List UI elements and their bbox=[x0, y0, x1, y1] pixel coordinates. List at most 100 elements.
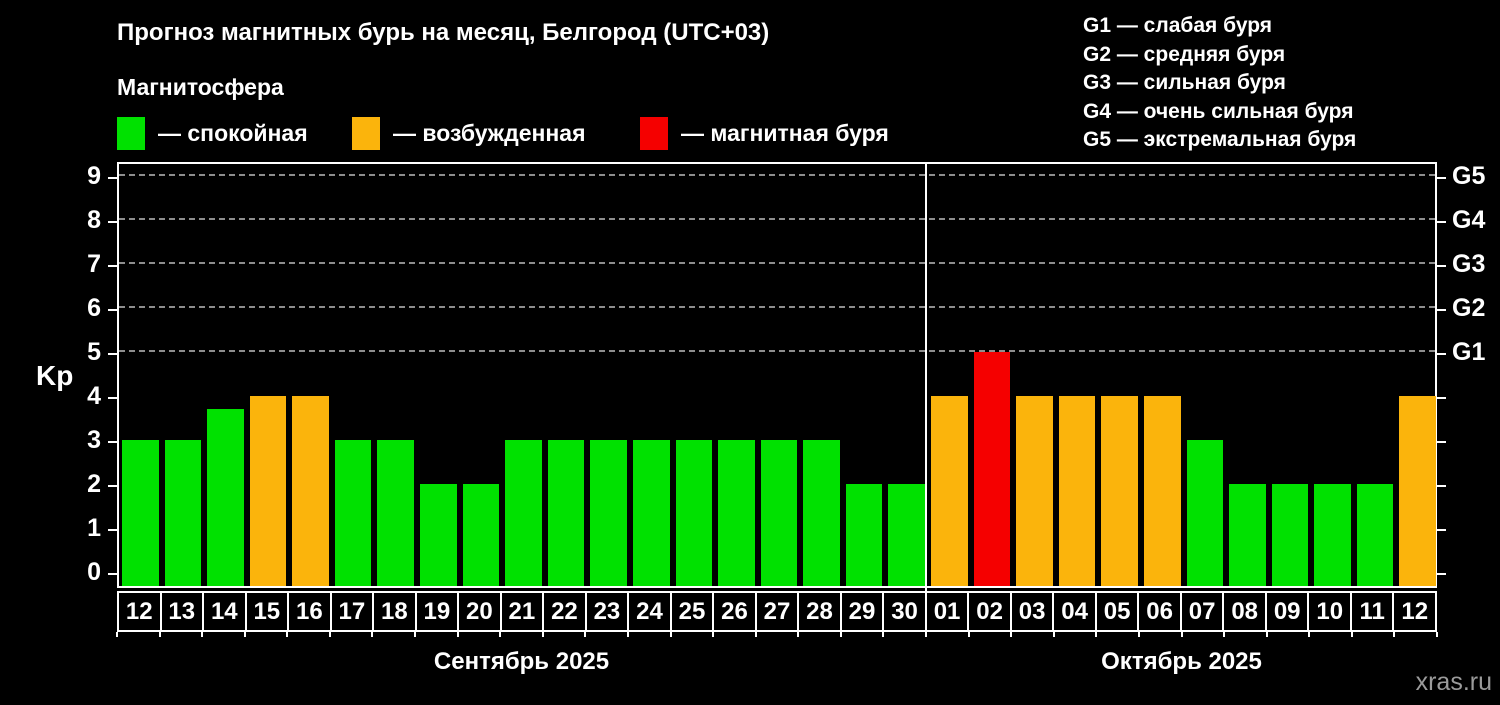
kp-bar-day-11 bbox=[1356, 484, 1394, 586]
y-tick-left-1 bbox=[108, 529, 117, 531]
kp-bar-day-14 bbox=[207, 409, 244, 586]
day-boundary-tick bbox=[328, 632, 331, 637]
kp-bar-day-06 bbox=[1143, 396, 1181, 586]
y-tick-right-8 bbox=[1437, 221, 1446, 223]
month-separator-line bbox=[925, 162, 928, 632]
kp-bar-day-16 bbox=[292, 396, 329, 586]
day-cell-18: 18 bbox=[374, 593, 417, 630]
y-tick-label-4: 4 bbox=[87, 382, 101, 410]
day-boundary-tick bbox=[584, 632, 587, 637]
kp-bar-day-25 bbox=[675, 440, 713, 586]
day-cell-23: 23 bbox=[587, 593, 630, 630]
day-cell-17: 17 bbox=[332, 593, 375, 630]
g-legend-line: G4 — очень сильная буря bbox=[1083, 99, 1354, 123]
y-tick-label-6: 6 bbox=[87, 294, 101, 322]
g-legend-line: G3 — сильная буря bbox=[1083, 71, 1286, 94]
right-axis-label-g5: G5 bbox=[1452, 162, 1486, 190]
day-boundary-tick bbox=[158, 632, 161, 637]
legend-item-storm: — магнитная буря bbox=[640, 115, 889, 151]
right-axis-label-g1: G1 bbox=[1452, 338, 1486, 366]
day-cell-10: 10 bbox=[1309, 593, 1352, 630]
day-cell-12: 12 bbox=[119, 593, 162, 630]
kp-bar-day-03 bbox=[1016, 396, 1053, 586]
g-legend-line: G2 — средняя буря bbox=[1083, 42, 1286, 66]
kp-bar-day-23 bbox=[590, 440, 627, 586]
y-tick-right-6 bbox=[1437, 309, 1446, 311]
day-boundary-tick bbox=[456, 632, 459, 637]
day-cell-07: 07 bbox=[1182, 593, 1225, 630]
day-boundary-tick bbox=[1180, 632, 1183, 637]
y-tick-right-1 bbox=[1437, 529, 1446, 531]
day-boundary-tick bbox=[1265, 632, 1268, 637]
storm-color-swatch bbox=[640, 116, 668, 150]
y-tick-right-2 bbox=[1437, 485, 1446, 487]
y-axis-title: Kp bbox=[36, 360, 74, 391]
day-boundary-tick bbox=[1350, 632, 1353, 637]
day-boundary-tick bbox=[1095, 632, 1098, 637]
g-legend-line: G1 — слабая буря bbox=[1083, 14, 1273, 37]
day-cell-12: 12 bbox=[1401, 597, 1429, 625]
y-tick-left-8 bbox=[108, 221, 117, 223]
day-cell-05: 05 bbox=[1097, 593, 1140, 630]
day-boundary-tick bbox=[669, 632, 672, 637]
kp-bar-day-29 bbox=[845, 484, 883, 586]
y-tick-left-4 bbox=[108, 397, 117, 399]
kp-bar-day-26 bbox=[718, 440, 755, 586]
kp-bar-day-13 bbox=[164, 440, 202, 586]
gridline-kp-8 bbox=[119, 218, 1435, 220]
kp-bar-day-08 bbox=[1229, 484, 1266, 586]
y-tick-label-9: 9 bbox=[87, 162, 101, 190]
plot-area bbox=[117, 162, 1437, 588]
g-legend-line: G5 — экстремальная буря bbox=[1083, 128, 1357, 151]
day-cell-04: 04 bbox=[1054, 593, 1097, 630]
y-tick-label-3: 3 bbox=[87, 426, 101, 454]
day-boundary-tick bbox=[1436, 632, 1438, 637]
kp-bar-day-12 bbox=[1399, 396, 1436, 586]
right-axis-label-g3: G3 bbox=[1452, 250, 1486, 278]
kp-bar-day-09 bbox=[1271, 484, 1309, 586]
kp-bar-day-19 bbox=[420, 484, 457, 586]
legend-item-quiet: — спокойная bbox=[117, 115, 308, 151]
legend-item-excited: — возбужденная bbox=[352, 115, 586, 151]
day-boundary-tick bbox=[839, 632, 842, 637]
y-tick-right-0 bbox=[1437, 573, 1446, 575]
kp-bar-day-05 bbox=[1101, 396, 1138, 586]
day-boundary-tick bbox=[1052, 632, 1055, 637]
day-cell-08: 08 bbox=[1224, 593, 1267, 630]
y-tick-label-5: 5 bbox=[87, 338, 101, 366]
y-tick-left-7 bbox=[108, 265, 117, 267]
kp-bar-day-07 bbox=[1186, 440, 1224, 586]
y-tick-right-4 bbox=[1437, 397, 1446, 399]
day-boundary-tick bbox=[116, 632, 118, 637]
kp-bar-day-17 bbox=[334, 440, 372, 586]
day-cell-25: 25 bbox=[672, 593, 715, 630]
day-cell-02: 02 bbox=[969, 593, 1012, 630]
day-cell-14: 14 bbox=[204, 593, 247, 630]
day-boundary-tick bbox=[414, 632, 417, 637]
day-cell-16: 16 bbox=[289, 593, 332, 630]
legend-item-label: — магнитная буря bbox=[681, 119, 889, 146]
kp-bar-day-20 bbox=[462, 484, 500, 586]
legend-title: Магнитосфера bbox=[117, 74, 284, 100]
g-scale-legend: G1 — слабая буря G2 — средняя буря G3 — … bbox=[1083, 12, 1356, 155]
kp-bar-day-01 bbox=[931, 396, 968, 586]
y-tick-right-9 bbox=[1437, 177, 1446, 179]
day-boundary-tick bbox=[286, 632, 289, 637]
day-cell-30: 30 bbox=[884, 593, 927, 630]
y-tick-left-2 bbox=[108, 485, 117, 487]
day-boundary-tick bbox=[754, 632, 757, 637]
watermark: xras.ru bbox=[1415, 668, 1492, 696]
day-boundary-tick bbox=[499, 632, 502, 637]
legend-item-label: — спокойная bbox=[158, 119, 308, 146]
day-boundary-tick bbox=[712, 632, 715, 637]
day-cell-19: 19 bbox=[417, 593, 460, 630]
day-cell-29: 29 bbox=[842, 593, 885, 630]
day-cell-24: 24 bbox=[629, 593, 672, 630]
y-tick-label-1: 1 bbox=[87, 514, 101, 542]
day-cell-13: 13 bbox=[162, 593, 205, 630]
kp-bar-day-30 bbox=[888, 484, 926, 586]
y-tick-label-7: 7 bbox=[87, 250, 101, 278]
excited-color-swatch bbox=[352, 116, 380, 150]
kp-bar-day-15 bbox=[249, 396, 287, 586]
